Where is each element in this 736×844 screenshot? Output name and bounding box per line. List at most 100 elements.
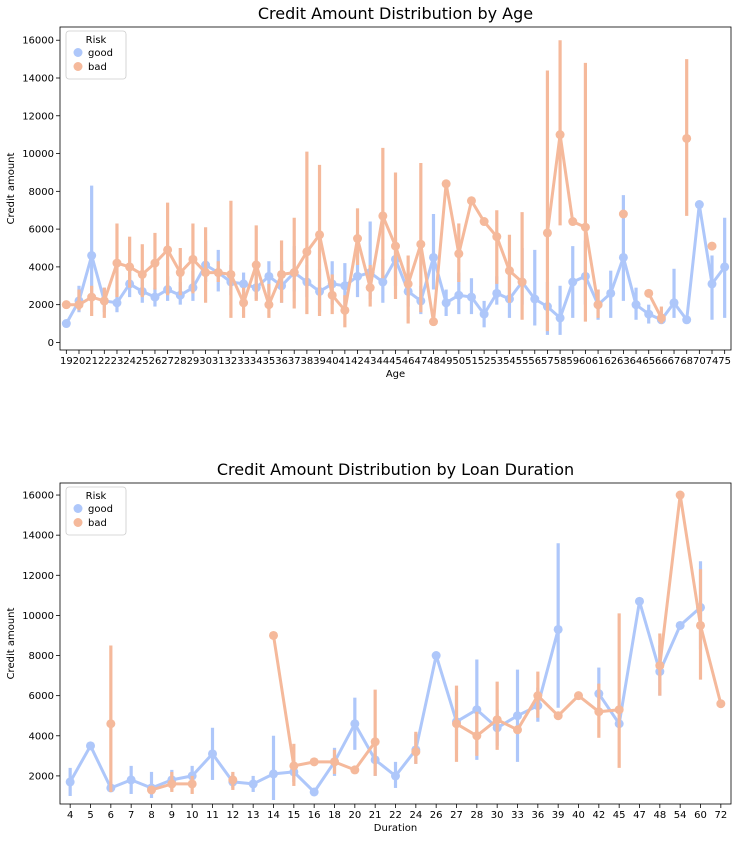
data-point [631, 300, 641, 310]
chart-1: Credit Amount Distribution by Age 0 2000 40… [6, 4, 732, 380]
data-point [696, 620, 705, 630]
data-point [61, 300, 71, 310]
data-point [208, 749, 217, 759]
data-point [594, 707, 604, 717]
x-tick-label: 28 [174, 356, 187, 367]
data-point [644, 288, 654, 298]
data-point [614, 705, 624, 715]
data-point [125, 262, 135, 272]
x-tick-label: 24 [409, 810, 422, 821]
data-point [264, 300, 274, 310]
y-tick-label: 12000 [22, 571, 54, 582]
x-tick-label: 15 [287, 810, 300, 821]
data-point [479, 309, 489, 319]
data-point [720, 262, 730, 272]
data-point [428, 317, 438, 327]
series-bad [61, 40, 717, 332]
series-line [647, 292, 663, 319]
data-point [201, 268, 211, 278]
data-point [65, 777, 75, 787]
x-tick-label: 18 [328, 810, 341, 821]
x-tick-label: 8 [148, 810, 154, 821]
series-bad [106, 490, 726, 795]
legend-title: Risk [86, 35, 107, 46]
data-point [635, 596, 644, 606]
data-point [353, 271, 363, 281]
x-tick-label: 74 [706, 356, 719, 367]
x-tick-label: 36 [531, 810, 544, 821]
legend-label-good: good [88, 48, 113, 59]
x-tick-label: 40 [572, 810, 585, 821]
data-point [492, 288, 502, 298]
data-point [327, 290, 337, 300]
data-point [126, 775, 136, 785]
data-point [289, 761, 299, 771]
y-tick-label: 0 [48, 338, 54, 349]
data-point [112, 298, 122, 308]
x-tick-label: 64 [630, 356, 643, 367]
data-point [669, 298, 679, 308]
plot-frame [59, 482, 732, 805]
x-tick-label: 36 [275, 356, 288, 367]
x-tick-label: 43 [364, 356, 377, 367]
x-tick-label: 42 [592, 810, 605, 821]
data-point [618, 209, 628, 219]
y-tick-label: 10000 [22, 149, 54, 160]
data-point [517, 277, 527, 287]
x-tick-label: 59 [566, 356, 579, 367]
data-point [644, 309, 654, 319]
x-tick-label: 54 [503, 356, 516, 367]
data-point [655, 661, 665, 671]
x-tick-label: 29 [187, 356, 200, 367]
legend-title: Risk [86, 491, 107, 502]
y-tick-label: 2000 [29, 771, 54, 782]
legend-marker-bad [73, 62, 83, 71]
data-point [365, 283, 375, 293]
y-tick-label: 6000 [29, 225, 54, 236]
x-tick-label: 23 [111, 356, 124, 367]
data-point [568, 277, 578, 287]
x-tick-label: 56 [528, 356, 541, 367]
x-tick-label: 45 [613, 810, 626, 821]
x-tick-label: 5 [87, 810, 93, 821]
data-point [618, 252, 628, 262]
x-tick-label: 4 [67, 810, 73, 821]
y-tick-label: 12000 [22, 111, 54, 122]
x-tick-label: 62 [604, 356, 617, 367]
x-tick-label: 27 [161, 356, 174, 367]
x-tick-label: 50 [452, 356, 465, 367]
data-point [454, 290, 464, 300]
x-tick-label: 7 [128, 810, 134, 821]
x-tick-label: 30 [491, 810, 504, 821]
data-point [163, 245, 173, 255]
x-tick-label: 65 [642, 356, 655, 367]
series-good [65, 543, 705, 800]
data-point [61, 319, 71, 329]
x-tick-label: 26 [149, 356, 162, 367]
data-point [431, 651, 441, 661]
x-tick-label: 20 [348, 810, 361, 821]
y-tick-label: 4000 [29, 731, 54, 742]
data-point [492, 715, 502, 725]
x-tick-label: 42 [351, 356, 364, 367]
data-point [675, 620, 685, 630]
data-point [289, 268, 299, 278]
data-point [574, 691, 583, 701]
x-tick-label: 38 [301, 356, 314, 367]
x-tick-label: 37 [288, 356, 301, 367]
data-point [99, 296, 109, 306]
x-tick-label: 20 [73, 356, 86, 367]
data-point [553, 624, 563, 634]
data-point [441, 298, 451, 308]
x-tick-label: 49 [440, 356, 453, 367]
data-point [466, 196, 476, 206]
x-tick-label: 70 [693, 356, 706, 367]
x-tick-label: 35 [263, 356, 276, 367]
data-point [472, 731, 482, 741]
x-tick-label: 75 [718, 356, 731, 367]
x-tick-label: 48 [427, 356, 440, 367]
x-tick-label: 60 [694, 810, 707, 821]
x-tick-label: 27 [450, 810, 463, 821]
data-point [167, 779, 177, 789]
